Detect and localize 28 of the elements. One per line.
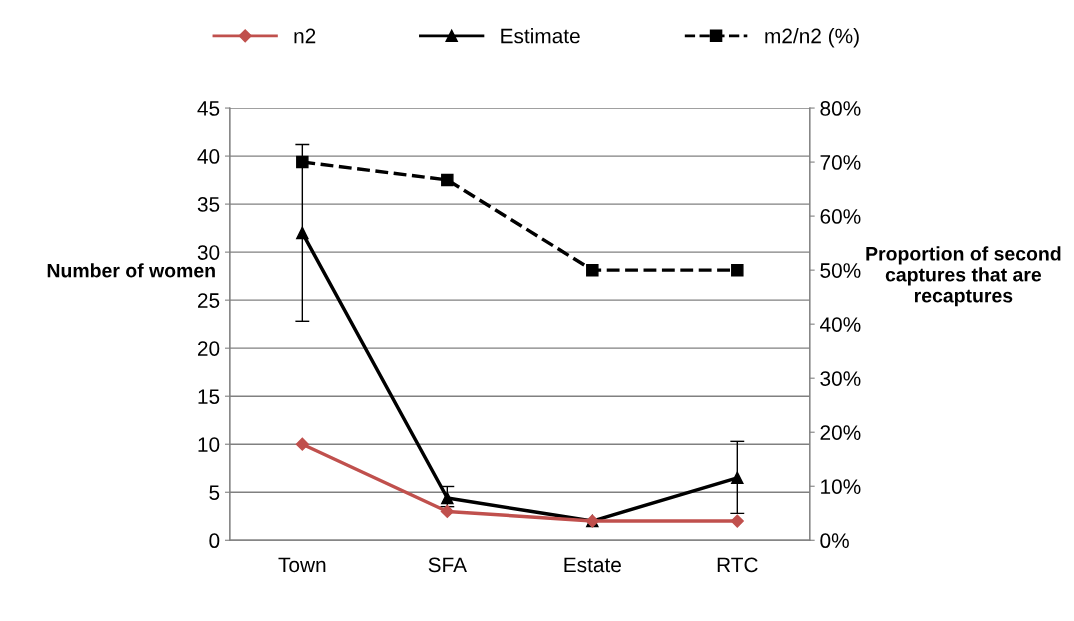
y-tick-label: 40 <box>197 149 220 164</box>
y2-tick-label: 70% <box>820 155 861 170</box>
legend-label: m2/n2 (%) <box>765 28 859 48</box>
y2-tick-label: 50% <box>820 263 861 278</box>
y2-tick-label: 10% <box>821 479 861 494</box>
y-tick-label: 30 <box>197 245 220 260</box>
y-tick-label: 15 <box>198 389 220 404</box>
x-tick-label: Estate <box>564 557 621 573</box>
y2-tick-label: 40% <box>820 317 861 332</box>
y2-axis-title: Proportion of second captures that are recaptures <box>866 246 1061 307</box>
y-tick-label: 0 <box>209 533 220 549</box>
y-tick-label: 45 <box>197 101 220 116</box>
y2-tick-label: 30% <box>820 371 861 386</box>
y2-tick-label: 80% <box>820 101 861 116</box>
y2-tick-label: 60% <box>820 209 861 224</box>
y-tick-label: 25 <box>197 293 220 308</box>
y2-tick-label: 0% <box>820 533 849 549</box>
x-tick-label: Town <box>278 557 326 573</box>
legend-label: Estimate <box>501 28 580 44</box>
y-tick-label: 5 <box>209 485 220 500</box>
y-axis-title: Number of women <box>47 263 215 278</box>
x-tick-label: RTC <box>717 557 758 573</box>
legend-label: n2 <box>294 28 316 44</box>
y-tick-label: 35 <box>197 197 220 212</box>
y-tick-label: 10 <box>198 437 220 452</box>
y-tick-label: 20 <box>197 341 220 356</box>
x-tick-label: SFA <box>428 557 467 573</box>
y2-tick-label: 20% <box>820 425 861 440</box>
